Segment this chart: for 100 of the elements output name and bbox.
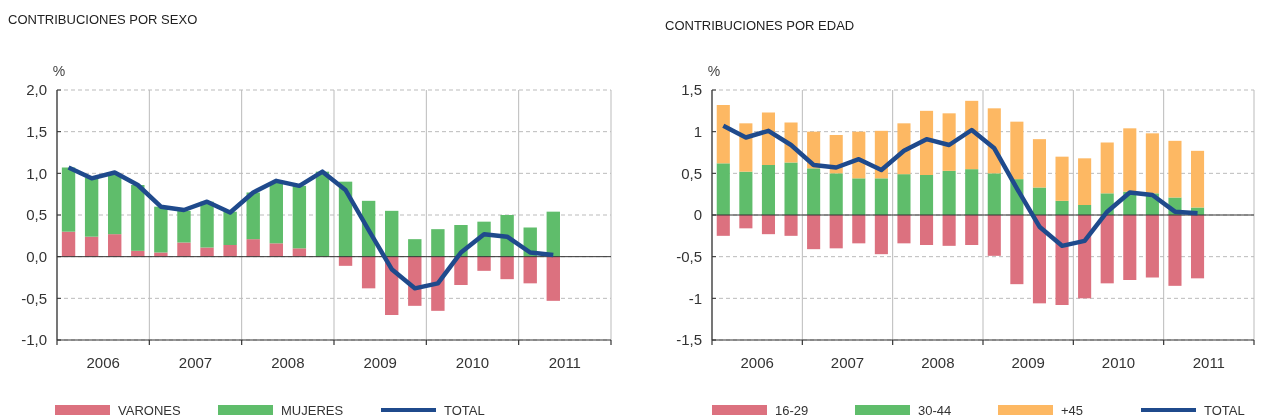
y-tick-label: 2,0 <box>26 81 47 99</box>
y-tick-label: 1,5 <box>681 81 702 99</box>
bar <box>1123 128 1137 192</box>
bar <box>177 210 191 243</box>
bar <box>108 234 122 257</box>
x-tick-label: 2006 <box>86 354 120 371</box>
x-tick-label: 2010 <box>1101 354 1136 371</box>
bar <box>874 215 888 255</box>
bar <box>177 242 191 257</box>
bar <box>500 256 514 280</box>
bar <box>1190 215 1205 279</box>
bar <box>716 163 730 215</box>
legend-label: TOTAL <box>1204 403 1245 418</box>
bar <box>761 165 776 215</box>
bar <box>523 256 537 284</box>
x-tick-label: 2011 <box>1192 354 1225 371</box>
x-tick-label: 2008 <box>921 354 955 371</box>
bar <box>807 215 821 250</box>
bar <box>784 162 798 215</box>
bar <box>200 247 214 257</box>
y-tick-label: 0,5 <box>681 164 702 182</box>
bar <box>246 239 260 257</box>
bar <box>1100 142 1114 194</box>
bar <box>987 215 1001 256</box>
x-tick-label: 2007 <box>830 354 865 371</box>
x-tick-label: 2009 <box>1011 354 1045 371</box>
bar <box>200 201 214 248</box>
bar <box>897 174 911 215</box>
bar <box>942 215 956 246</box>
legend-label: VARONES <box>118 403 181 418</box>
x-tick-label: 2007 <box>178 354 213 371</box>
x-tick-label: 2009 <box>363 354 397 371</box>
line-series <box>721 123 1200 249</box>
y-tick-label: 1,5 <box>26 122 47 140</box>
legend-label: 30-44 <box>918 403 952 418</box>
bar <box>546 256 560 301</box>
x-tick-label: 2010 <box>455 354 490 371</box>
line-series <box>66 165 556 291</box>
bar <box>246 192 260 240</box>
bar <box>1032 215 1047 304</box>
bar <box>223 211 237 245</box>
bar <box>269 243 283 257</box>
bar <box>965 215 979 245</box>
bar <box>361 256 376 289</box>
bar <box>1010 215 1024 285</box>
y-tick-label: 0,5 <box>26 206 47 224</box>
x-tick-label: 2008 <box>271 354 305 371</box>
y-tick-label: -1,5 <box>676 331 702 349</box>
bar <box>829 173 843 215</box>
bar <box>942 170 956 215</box>
bar <box>942 113 956 171</box>
y-tick-label: 1,0 <box>26 164 47 182</box>
bar <box>1168 215 1182 286</box>
bar <box>315 171 330 257</box>
chart-title: CONTRIBUCIONES POR SEXO <box>8 12 198 27</box>
bar <box>1055 215 1069 305</box>
bar <box>154 206 168 253</box>
legend-label: +45 <box>1061 403 1084 418</box>
bar <box>338 256 353 266</box>
bar <box>108 175 122 235</box>
bar <box>919 175 934 215</box>
bar <box>292 185 307 249</box>
bar <box>739 123 753 172</box>
y-tick-label: -0,5 <box>21 289 47 307</box>
bar <box>1168 140 1182 198</box>
bar <box>1078 215 1092 299</box>
bar <box>852 178 866 215</box>
bar <box>1078 158 1092 205</box>
bar <box>852 215 866 244</box>
bar <box>807 168 821 215</box>
y-tick-label: -1,0 <box>21 331 47 349</box>
x-tick-label: 2011 <box>548 354 581 371</box>
bar <box>1032 139 1047 188</box>
y-axis-title: % <box>52 63 66 79</box>
bar <box>965 169 979 215</box>
bar <box>61 167 76 232</box>
y-tick-label: 0 <box>693 206 702 224</box>
bar <box>739 171 753 215</box>
bar <box>829 215 843 249</box>
bar <box>84 177 99 237</box>
bar <box>716 215 730 236</box>
bar <box>408 239 422 257</box>
bar <box>431 229 445 257</box>
bar <box>987 173 1001 215</box>
bar <box>897 215 911 244</box>
bar <box>1190 150 1205 208</box>
legend-label: MUJERES <box>281 403 344 418</box>
bar <box>1032 187 1047 215</box>
bar <box>874 178 888 215</box>
bar <box>1123 215 1137 280</box>
bar <box>477 256 491 271</box>
bar <box>965 100 979 170</box>
x-tick-label: 2006 <box>740 354 774 371</box>
bar <box>1055 200 1069 215</box>
bar <box>784 215 798 236</box>
y-tick-label: -0,5 <box>676 247 702 265</box>
bar <box>61 231 76 257</box>
bar <box>1010 121 1024 180</box>
y-tick-label: 1 <box>693 122 702 140</box>
bar <box>1100 215 1114 284</box>
